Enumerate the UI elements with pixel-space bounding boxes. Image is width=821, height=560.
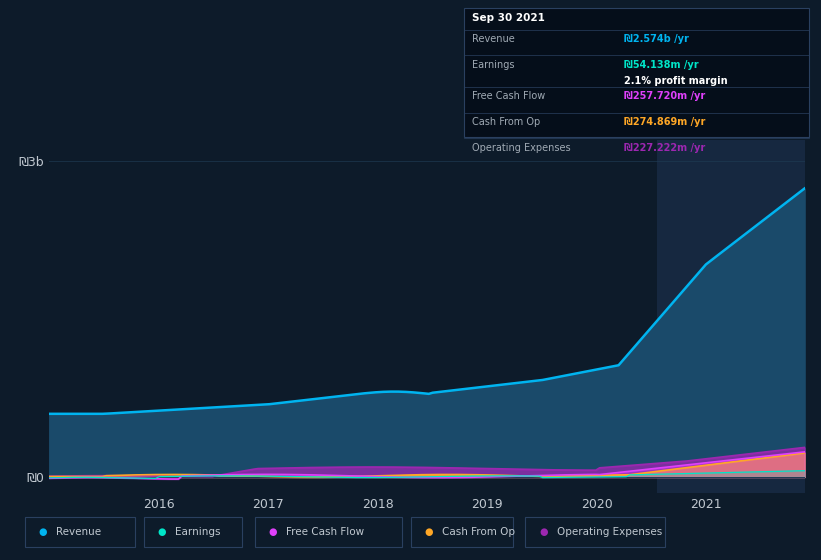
Text: Cash From Op: Cash From Op (442, 527, 515, 537)
Text: ₪2.574b /yr: ₪2.574b /yr (624, 34, 689, 44)
Text: ₪274.869m /yr: ₪274.869m /yr (624, 117, 705, 127)
Text: Earnings: Earnings (472, 60, 515, 70)
Bar (657, 140, 805, 493)
Text: Free Cash Flow: Free Cash Flow (472, 91, 545, 101)
Text: Revenue: Revenue (56, 527, 101, 537)
Text: 2.1% profit margin: 2.1% profit margin (624, 76, 727, 86)
Text: ●: ● (424, 527, 433, 537)
Text: ₪227.222m /yr: ₪227.222m /yr (624, 143, 705, 153)
Text: Revenue: Revenue (472, 34, 515, 44)
Text: Cash From Op: Cash From Op (472, 117, 540, 127)
Text: ●: ● (268, 527, 277, 537)
Text: ₪257.720m /yr: ₪257.720m /yr (624, 91, 705, 101)
Text: Free Cash Flow: Free Cash Flow (286, 527, 364, 537)
Text: ●: ● (539, 527, 548, 537)
Text: ●: ● (39, 527, 47, 537)
Text: ●: ● (158, 527, 166, 537)
Text: Earnings: Earnings (175, 527, 220, 537)
Text: Sep 30 2021: Sep 30 2021 (472, 13, 545, 23)
Text: ₪54.138m /yr: ₪54.138m /yr (624, 60, 699, 70)
Text: Operating Expenses: Operating Expenses (557, 527, 662, 537)
Text: Operating Expenses: Operating Expenses (472, 143, 571, 153)
